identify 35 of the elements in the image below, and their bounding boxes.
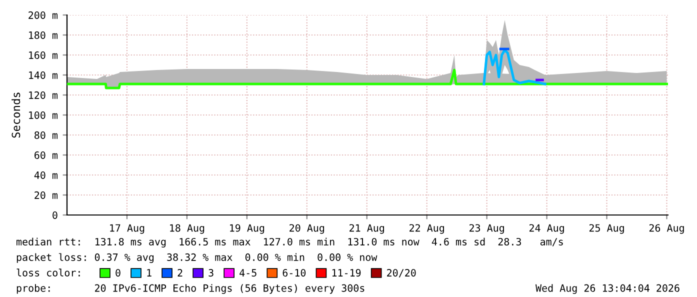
- legend-label: 20/20: [387, 269, 416, 278]
- legend-label: 2: [178, 269, 182, 276]
- text: packet loss: 0.37 % avg 38.32 % max 0.00 % min 0.00 % now: [16, 253, 378, 263]
- y-tick-label: 120 m: [29, 91, 58, 99]
- legend-label: 6-10: [282, 269, 306, 277]
- y-tick-label: 40 m: [34, 171, 58, 179]
- legend-label: 3: [208, 269, 214, 277]
- y-tick-label: 0: [52, 211, 58, 219]
- y-tick-label: 80 m: [34, 131, 58, 139]
- x-tick-label: 24 Aug: [529, 224, 564, 234]
- text: probe: 20 IPv6-ICMP Echo Pings (56 Bytes) every 300s: [16, 284, 364, 294]
- text: median rtt: 131.8 ms avg 166.5 ms max 127.0 ms min 131.0 ms now 4.6 ms sd 28.3 am/s: [16, 238, 563, 248]
- x-tick-label: 18 Aug: [170, 224, 204, 234]
- y-tick-label: 140 m: [29, 71, 58, 79]
- y-tick-label: 180 m: [29, 31, 58, 39]
- y-tick-label: 160 m: [29, 51, 58, 59]
- x-tick-label: 22 Aug: [410, 224, 444, 234]
- y-tick-label: 20 m: [34, 191, 58, 199]
- x-tick-label: 19 Aug: [230, 224, 264, 234]
- text: Wed Aug 26 13:04:04 2026: [536, 284, 680, 294]
- legend-label: 0: [116, 269, 120, 277]
- legend-label: 4-5: [240, 269, 256, 277]
- y-tick-label: 200 m: [28, 11, 58, 19]
- legend-title: loss color:: [16, 268, 80, 276]
- legend-label: 11-19: [332, 269, 361, 277]
- y-axis-title: Seconds: [12, 92, 20, 138]
- x-tick-label: 25 Aug: [589, 224, 624, 234]
- y-tick-label: 100 m: [29, 111, 58, 119]
- x-tick-label: 21 Aug: [350, 224, 384, 234]
- x-tick-label: 20 Aug: [290, 224, 324, 234]
- x-tick-label: 17 Aug: [110, 224, 144, 234]
- x-tick-label: 23 Aug: [470, 224, 504, 234]
- legend-label: 1: [147, 269, 152, 276]
- y-tick-label: 60 m: [34, 151, 58, 159]
- x-tick-label: 26 Aug: [649, 224, 684, 234]
